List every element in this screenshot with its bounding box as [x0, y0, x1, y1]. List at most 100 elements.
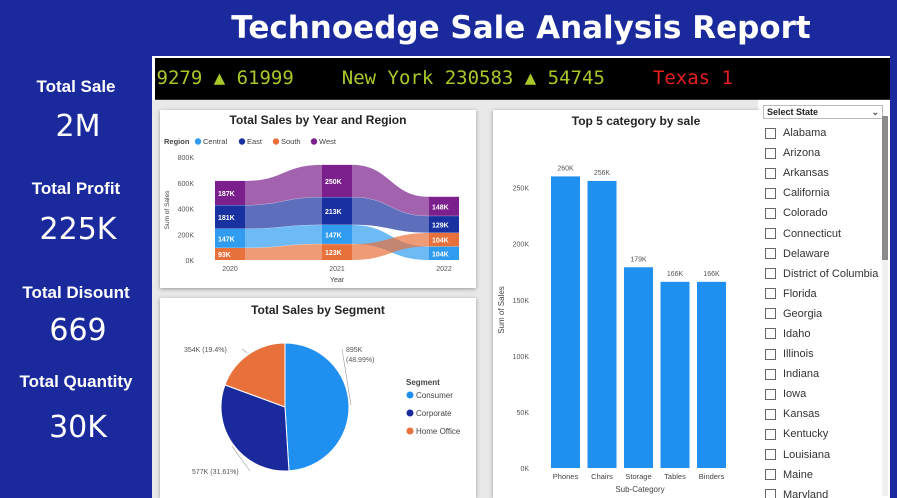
- data-label: 181K: [218, 215, 235, 222]
- checkbox[interactable]: [765, 368, 776, 380]
- pie-slice-consumer: [284, 342, 350, 472]
- slicer-item-label: Connecticut: [783, 227, 842, 240]
- data-label: 148K: [432, 204, 449, 211]
- slicer-item[interactable]: Louisiana: [765, 445, 885, 465]
- checkbox[interactable]: [765, 268, 776, 280]
- slicer-item[interactable]: Maine: [765, 465, 885, 485]
- slicer-item[interactable]: Idaho: [765, 324, 885, 344]
- slicer-item[interactable]: Florida: [765, 284, 885, 304]
- data-label: 166K: [703, 271, 720, 278]
- legend-entry: Consumer: [416, 391, 453, 400]
- x-tick-label: 2021: [329, 266, 345, 273]
- checkbox[interactable]: [765, 187, 776, 199]
- slicer-item[interactable]: Maryland: [765, 485, 885, 498]
- kpi-total-sale-label: Total Sale: [36, 77, 116, 96]
- legend-title: Region: [164, 137, 190, 146]
- slicer-item[interactable]: Iowa: [765, 384, 885, 404]
- bar-segment-west: [215, 180, 245, 206]
- bar-segment-east: [215, 205, 245, 229]
- legend-marker: [238, 138, 246, 145]
- checkbox[interactable]: [765, 248, 776, 260]
- legend-entry: East: [247, 137, 263, 146]
- top-5-category-chart[interactable]: Top 5 category by sale 0K 50K 100K 150K 200K…: [493, 110, 779, 498]
- x-tick-label: Chairs: [591, 472, 613, 481]
- x-axis-title: Year: [330, 277, 345, 284]
- slicer-item-label: Maryland: [783, 488, 829, 498]
- y-tick-label: 200K: [513, 242, 530, 249]
- kpi-total-profit-value: 225K: [39, 212, 117, 247]
- checkbox[interactable]: [765, 449, 776, 461]
- x-tick-label: Phones: [553, 472, 579, 481]
- slicer-item[interactable]: Illinois: [765, 344, 885, 364]
- slicer-item-label: Idaho: [783, 327, 811, 340]
- slicer-item-label: Florida: [783, 287, 817, 300]
- ribbon-west: [352, 164, 429, 216]
- slicer-scrollbar[interactable]: [882, 116, 888, 496]
- slicer-item[interactable]: District of Columbia: [765, 264, 885, 284]
- checkbox[interactable]: [765, 207, 776, 219]
- kpi-total-quantity-label: Total Quantity: [19, 372, 133, 391]
- data-label: 147K: [218, 236, 235, 243]
- slicer-item[interactable]: Indiana: [765, 364, 885, 384]
- slicer-item[interactable]: Arizona: [765, 143, 885, 163]
- data-label: 104K: [432, 251, 449, 258]
- data-label: 93K: [218, 252, 231, 259]
- slicer-item-label: Louisiana: [783, 448, 831, 461]
- checkbox[interactable]: [765, 147, 776, 159]
- checkbox[interactable]: [765, 408, 776, 420]
- checkbox[interactable]: [765, 348, 776, 360]
- slicer-item[interactable]: Colorado: [765, 203, 885, 223]
- slicer-item[interactable]: Delaware: [765, 244, 885, 264]
- slicer-item[interactable]: Alabama: [765, 123, 885, 143]
- bar-segment-east: [429, 216, 459, 233]
- bar: [624, 267, 653, 468]
- bar-segment-central: [215, 228, 245, 248]
- ticker-item: Texas 1: [652, 67, 733, 89]
- ribbon-east: [352, 197, 429, 233]
- ribbon-east: [245, 197, 322, 229]
- report-title: Technoedge Sale Analysis Report: [231, 10, 811, 46]
- x-tick-label: Tables: [664, 472, 686, 481]
- bar: [697, 281, 726, 468]
- bar: [587, 180, 617, 468]
- slicer-item-label: District of Columbia: [783, 267, 879, 280]
- checkbox[interactable]: [765, 228, 776, 240]
- slicer-item-label: California: [783, 187, 830, 200]
- checkbox[interactable]: [765, 167, 776, 179]
- kpi-total-sale-value: 2M: [55, 109, 101, 144]
- kpi-total-discount-label: Total Disount: [22, 283, 130, 302]
- checkbox[interactable]: [765, 328, 776, 340]
- y-tick-label: 50K: [517, 410, 530, 417]
- slicer-item[interactable]: Georgia: [765, 304, 885, 324]
- right-border: [890, 0, 897, 498]
- slicer-item[interactable]: Kentucky: [765, 424, 885, 444]
- slicer-item[interactable]: Connecticut: [765, 223, 885, 243]
- data-label: 187K: [218, 191, 235, 198]
- ribbon-south: [245, 244, 322, 260]
- checkbox[interactable]: [765, 288, 776, 300]
- slicer-item[interactable]: Kansas: [765, 404, 885, 424]
- leader-line: [231, 446, 251, 472]
- checkbox[interactable]: [765, 489, 776, 498]
- data-label: 250K: [325, 179, 342, 186]
- slicer-item[interactable]: Arkansas: [765, 163, 885, 183]
- checkbox[interactable]: [765, 469, 776, 481]
- legend-entry: Corporate: [416, 409, 452, 418]
- data-label: 104K: [432, 238, 449, 245]
- data-label: 260K: [557, 165, 574, 172]
- slicer-item[interactable]: California: [765, 183, 885, 203]
- slicer-list: Alabama Arizona Arkansas California Colorado…: [765, 123, 885, 498]
- scrolling-ticker: ornia 369279 ▲ 61999 New York 230583 ▲ 54…: [155, 58, 890, 100]
- chevron-down-icon[interactable]: ⌄: [871, 107, 879, 117]
- slicer-dropdown[interactable]: Select State ⌄: [763, 105, 883, 119]
- scrollbar-thumb[interactable]: [882, 116, 888, 260]
- slicer-item-label: Arkansas: [783, 167, 829, 180]
- sales-by-year-region-chart[interactable]: Total Sales by Year and Region Region Cen…: [160, 110, 476, 288]
- checkbox[interactable]: [765, 308, 776, 320]
- bar-segment-south: [215, 248, 245, 260]
- checkbox[interactable]: [765, 428, 776, 440]
- checkbox[interactable]: [765, 388, 776, 400]
- sales-by-segment-chart[interactable]: Total Sales by Segment 895K (48.99%) 577K …: [160, 298, 476, 498]
- checkbox[interactable]: [765, 127, 776, 139]
- slicer-item-label: Kentucky: [783, 428, 829, 441]
